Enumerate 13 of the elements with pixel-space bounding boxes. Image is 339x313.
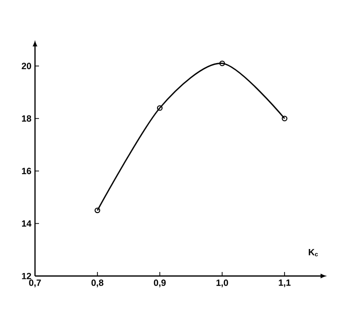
x-axis-title: K$_{c}$	[308, 249, 318, 256]
x-tick-label: 0,8	[92, 280, 104, 288]
x-tick-label: 0,9	[154, 280, 166, 288]
point	[156, 105, 163, 111]
y-tick-label: 18	[22, 115, 32, 122]
x-tick-label: 1,1	[278, 280, 291, 288]
y-tick-label: 16	[22, 168, 32, 174]
y-tick-label: 14	[22, 220, 32, 227]
x-tick-label: 0,7	[29, 280, 41, 288]
x-tick-label: 1,0	[216, 280, 228, 288]
y-tick-label: 20	[22, 62, 32, 70]
point	[219, 60, 225, 66]
y-tick-label: 12	[22, 272, 32, 280]
